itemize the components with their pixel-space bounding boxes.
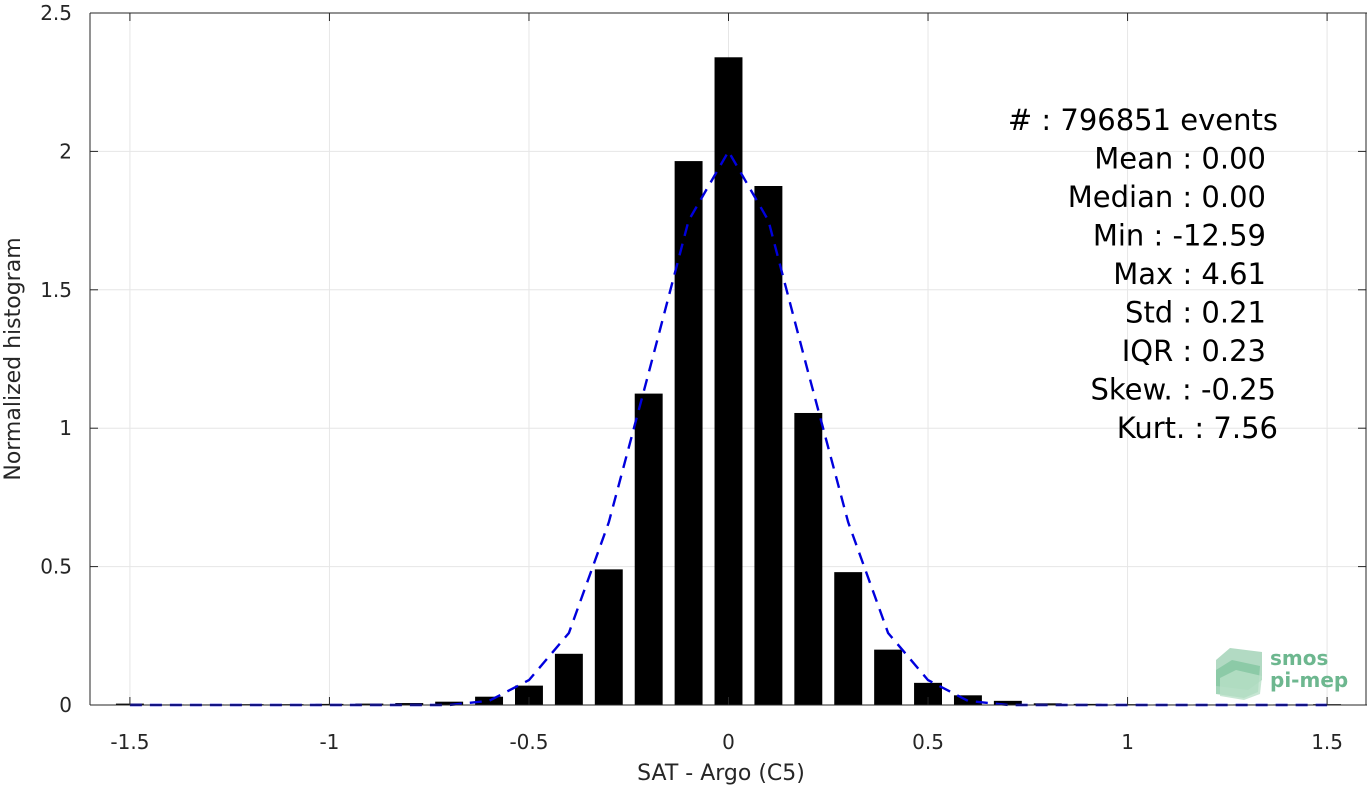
histogram-bar <box>834 572 863 705</box>
stat-line: Max : 4.61 <box>1113 257 1266 291</box>
x-tick-label: 0 <box>722 730 735 754</box>
stat-line: Mean : 0.00 <box>1094 142 1266 176</box>
x-axis-label: SAT - Argo (C5) <box>637 761 805 786</box>
histogram-bar <box>594 569 623 705</box>
histogram-bar <box>674 161 703 705</box>
stat-line: Kurt. : 7.56 <box>1117 411 1278 445</box>
smos-pi-mep-logo: smos pi-mep <box>1216 646 1348 700</box>
y-tick-label: 2 <box>59 139 72 163</box>
x-tick-label: 1 <box>1121 730 1134 754</box>
histogram-bar <box>475 696 504 705</box>
y-tick-label: 0.5 <box>40 555 72 579</box>
histogram-bar <box>993 700 1022 705</box>
axes <box>89 12 1367 706</box>
x-tick-label: 0.5 <box>912 730 944 754</box>
histogram-bar <box>395 703 424 705</box>
tick-labels: -1.5 -1 -0.5 0 0.5 1 1.5 0 0.5 1 1.5 2 2.5 <box>40 1 1343 754</box>
stat-line: Min : -12.59 <box>1093 219 1266 253</box>
stat-line: IQR : 0.23 <box>1122 334 1266 368</box>
histogram-bars <box>115 57 1342 705</box>
histogram-bar <box>714 57 743 705</box>
y-tick-label: 1.5 <box>40 278 72 302</box>
stat-line: Median : 0.00 <box>1068 180 1266 214</box>
x-tick-label: -1 <box>319 730 339 754</box>
x-tick-label: 1.5 <box>1311 730 1343 754</box>
histogram-bar <box>754 186 783 705</box>
histogram-bar <box>794 412 823 705</box>
histogram-bar <box>874 649 903 705</box>
y-axis-label: Normalized histogram <box>1 237 26 480</box>
histogram-bar <box>634 393 663 705</box>
histogram-bar <box>914 682 942 705</box>
y-tick-label: 2.5 <box>40 1 72 25</box>
histogram-bar <box>435 701 464 705</box>
histogram-bar <box>355 703 384 705</box>
y-tick-label: 1 <box>59 416 72 440</box>
y-tick-label: 0 <box>59 693 72 717</box>
histogram-bar <box>515 685 543 705</box>
logo-text-pimep: pi-mep <box>1270 668 1348 692</box>
logo-waves-icon <box>1216 648 1262 700</box>
histogram-bar <box>554 653 583 705</box>
stat-line: Skew. : -0.25 <box>1090 373 1276 407</box>
logo-text-smos: smos <box>1270 646 1328 670</box>
histogram-bar <box>1073 703 1102 705</box>
stats-box: # : 796851 events Mean : 0.00 Median : 0.0… <box>1008 103 1278 445</box>
x-tick-label: -1.5 <box>110 730 149 754</box>
stat-line: Std : 0.21 <box>1125 296 1266 330</box>
histogram-bar <box>1033 703 1062 705</box>
x-tick-label: -0.5 <box>509 730 548 754</box>
stat-line: # : 796851 events <box>1008 103 1278 137</box>
